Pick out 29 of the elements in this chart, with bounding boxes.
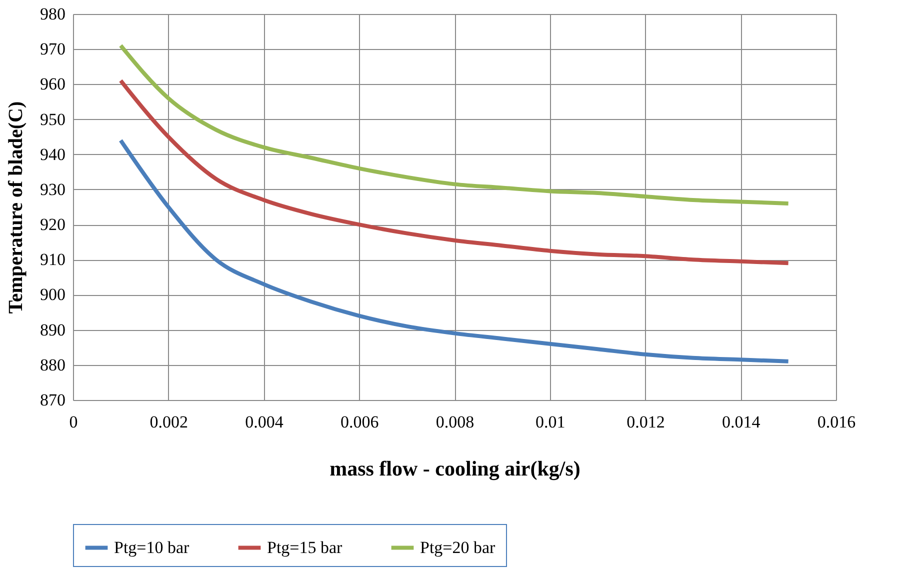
y-tick-label: 980 xyxy=(40,4,66,24)
y-tick-label: 910 xyxy=(40,250,66,270)
x-tick-label: 0.006 xyxy=(340,412,379,432)
y-tick-label: 880 xyxy=(40,355,66,374)
y-tick-label: 930 xyxy=(40,180,66,199)
y-axis-title: Temperature of blade(C) xyxy=(5,101,27,314)
y-tick-label: 940 xyxy=(40,144,66,164)
x-tick-label: 0.016 xyxy=(817,412,856,432)
line-series xyxy=(118,138,790,364)
y-tick-label: 920 xyxy=(40,215,66,234)
y-tick-label: 890 xyxy=(40,320,66,340)
y-tick-label: 970 xyxy=(40,40,66,59)
legend-label: Ptg=10 bar xyxy=(114,538,190,557)
y-tick-label: 960 xyxy=(40,74,66,94)
x-tick-label: 0.004 xyxy=(245,412,284,432)
x-tick-label: 0.012 xyxy=(626,412,665,432)
y-tick-label: 900 xyxy=(40,285,66,304)
legend-label: Ptg=15 bar xyxy=(267,538,343,557)
y-tick-label: 870 xyxy=(40,390,66,410)
line-series xyxy=(118,78,790,266)
y-tick-label: 950 xyxy=(40,110,66,129)
x-axis-title: mass flow - cooling air(kg/s) xyxy=(330,456,580,480)
x-tick-label: 0.008 xyxy=(436,412,474,432)
x-tick-label: 0.01 xyxy=(536,412,566,432)
x-tick-label: 0.014 xyxy=(722,412,761,432)
line-series xyxy=(118,44,790,206)
x-tick-label: 0 xyxy=(69,412,78,432)
legend-label: Ptg=20 bar xyxy=(420,538,496,557)
x-tick-label: 0.002 xyxy=(150,412,188,432)
